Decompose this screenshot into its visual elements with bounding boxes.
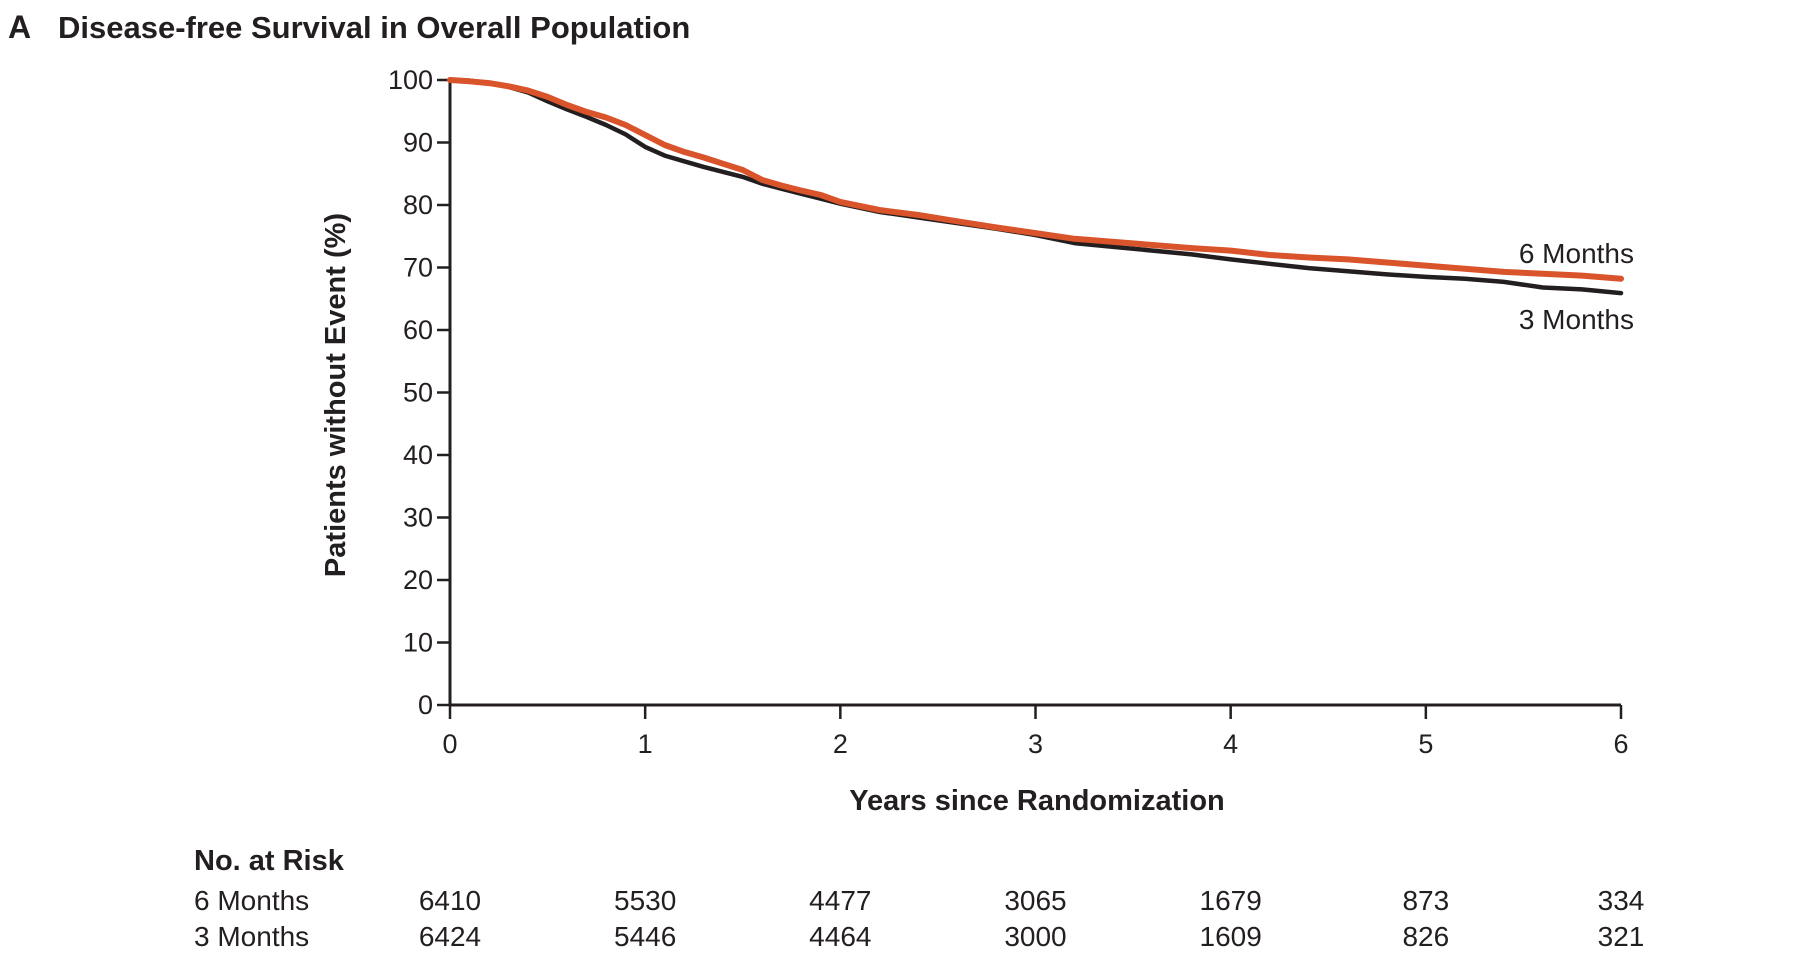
y-tick-label: 80 (403, 190, 433, 220)
risk-cell: 6410 (419, 885, 481, 916)
y-tick-label: 60 (403, 315, 433, 345)
x-tick-label: 2 (833, 729, 848, 759)
risk-cell: 4477 (809, 885, 871, 916)
risk-cell: 1679 (1200, 885, 1262, 916)
x-tick-label: 3 (1028, 729, 1043, 759)
y-tick-label: 100 (388, 65, 433, 95)
risk-cell: 4464 (809, 921, 871, 952)
x-tick-label: 6 (1613, 729, 1628, 759)
risk-cell: 321 (1598, 921, 1645, 952)
y-tick-label: 20 (403, 565, 433, 595)
risk-cell: 3000 (1004, 921, 1066, 952)
risk-table-header: No. at Risk (194, 845, 345, 877)
risk-cell: 6424 (419, 921, 481, 952)
chart-title: Disease-free Survival in Overall Populat… (58, 10, 690, 45)
x-tick-label: 4 (1223, 729, 1238, 759)
y-tick-label: 10 (403, 628, 433, 658)
series-lines (447, 77, 1624, 296)
axes: 0 10 20 30 40 50 60 70 80 90 100 0 1 2 3 4 5 6 (388, 65, 1629, 759)
risk-row-label: 6 Months (194, 885, 309, 916)
risk-cell: 5530 (614, 885, 676, 916)
series-label-6-months: 6 Months (1519, 238, 1634, 269)
risk-cell: 334 (1598, 885, 1645, 916)
series-label-3-months: 3 Months (1519, 304, 1634, 335)
panel-label: A (8, 9, 31, 45)
x-tick-label: 5 (1418, 729, 1433, 759)
x-axis-title: Years since Randomization (849, 785, 1225, 817)
series-line-6-months (447, 77, 1624, 282)
risk-cell: 826 (1402, 921, 1449, 952)
risk-row-label: 3 Months (194, 921, 309, 952)
y-tick-label: 0 (418, 690, 433, 720)
y-tick-label: 90 (403, 128, 433, 158)
risk-cell: 5446 (614, 921, 676, 952)
y-tick-label: 40 (403, 440, 433, 470)
y-tick-label: 70 (403, 253, 433, 283)
risk-cell: 1609 (1200, 921, 1262, 952)
y-axis-title: Patients without Event (%) (320, 213, 352, 577)
series-line-3-months (447, 77, 1624, 296)
risk-table: 6 Months 6410 5530 4477 3065 1679 873 334 3 Mont… (194, 885, 1644, 952)
risk-cell: 3065 (1004, 885, 1066, 916)
series-labels: 6 Months 3 Months (1519, 238, 1634, 335)
y-tick-label: 30 (403, 503, 433, 533)
x-tick-label: 1 (638, 729, 653, 759)
y-tick-label: 50 (403, 378, 433, 408)
x-tick-label: 0 (442, 729, 457, 759)
risk-cell: 873 (1402, 885, 1449, 916)
